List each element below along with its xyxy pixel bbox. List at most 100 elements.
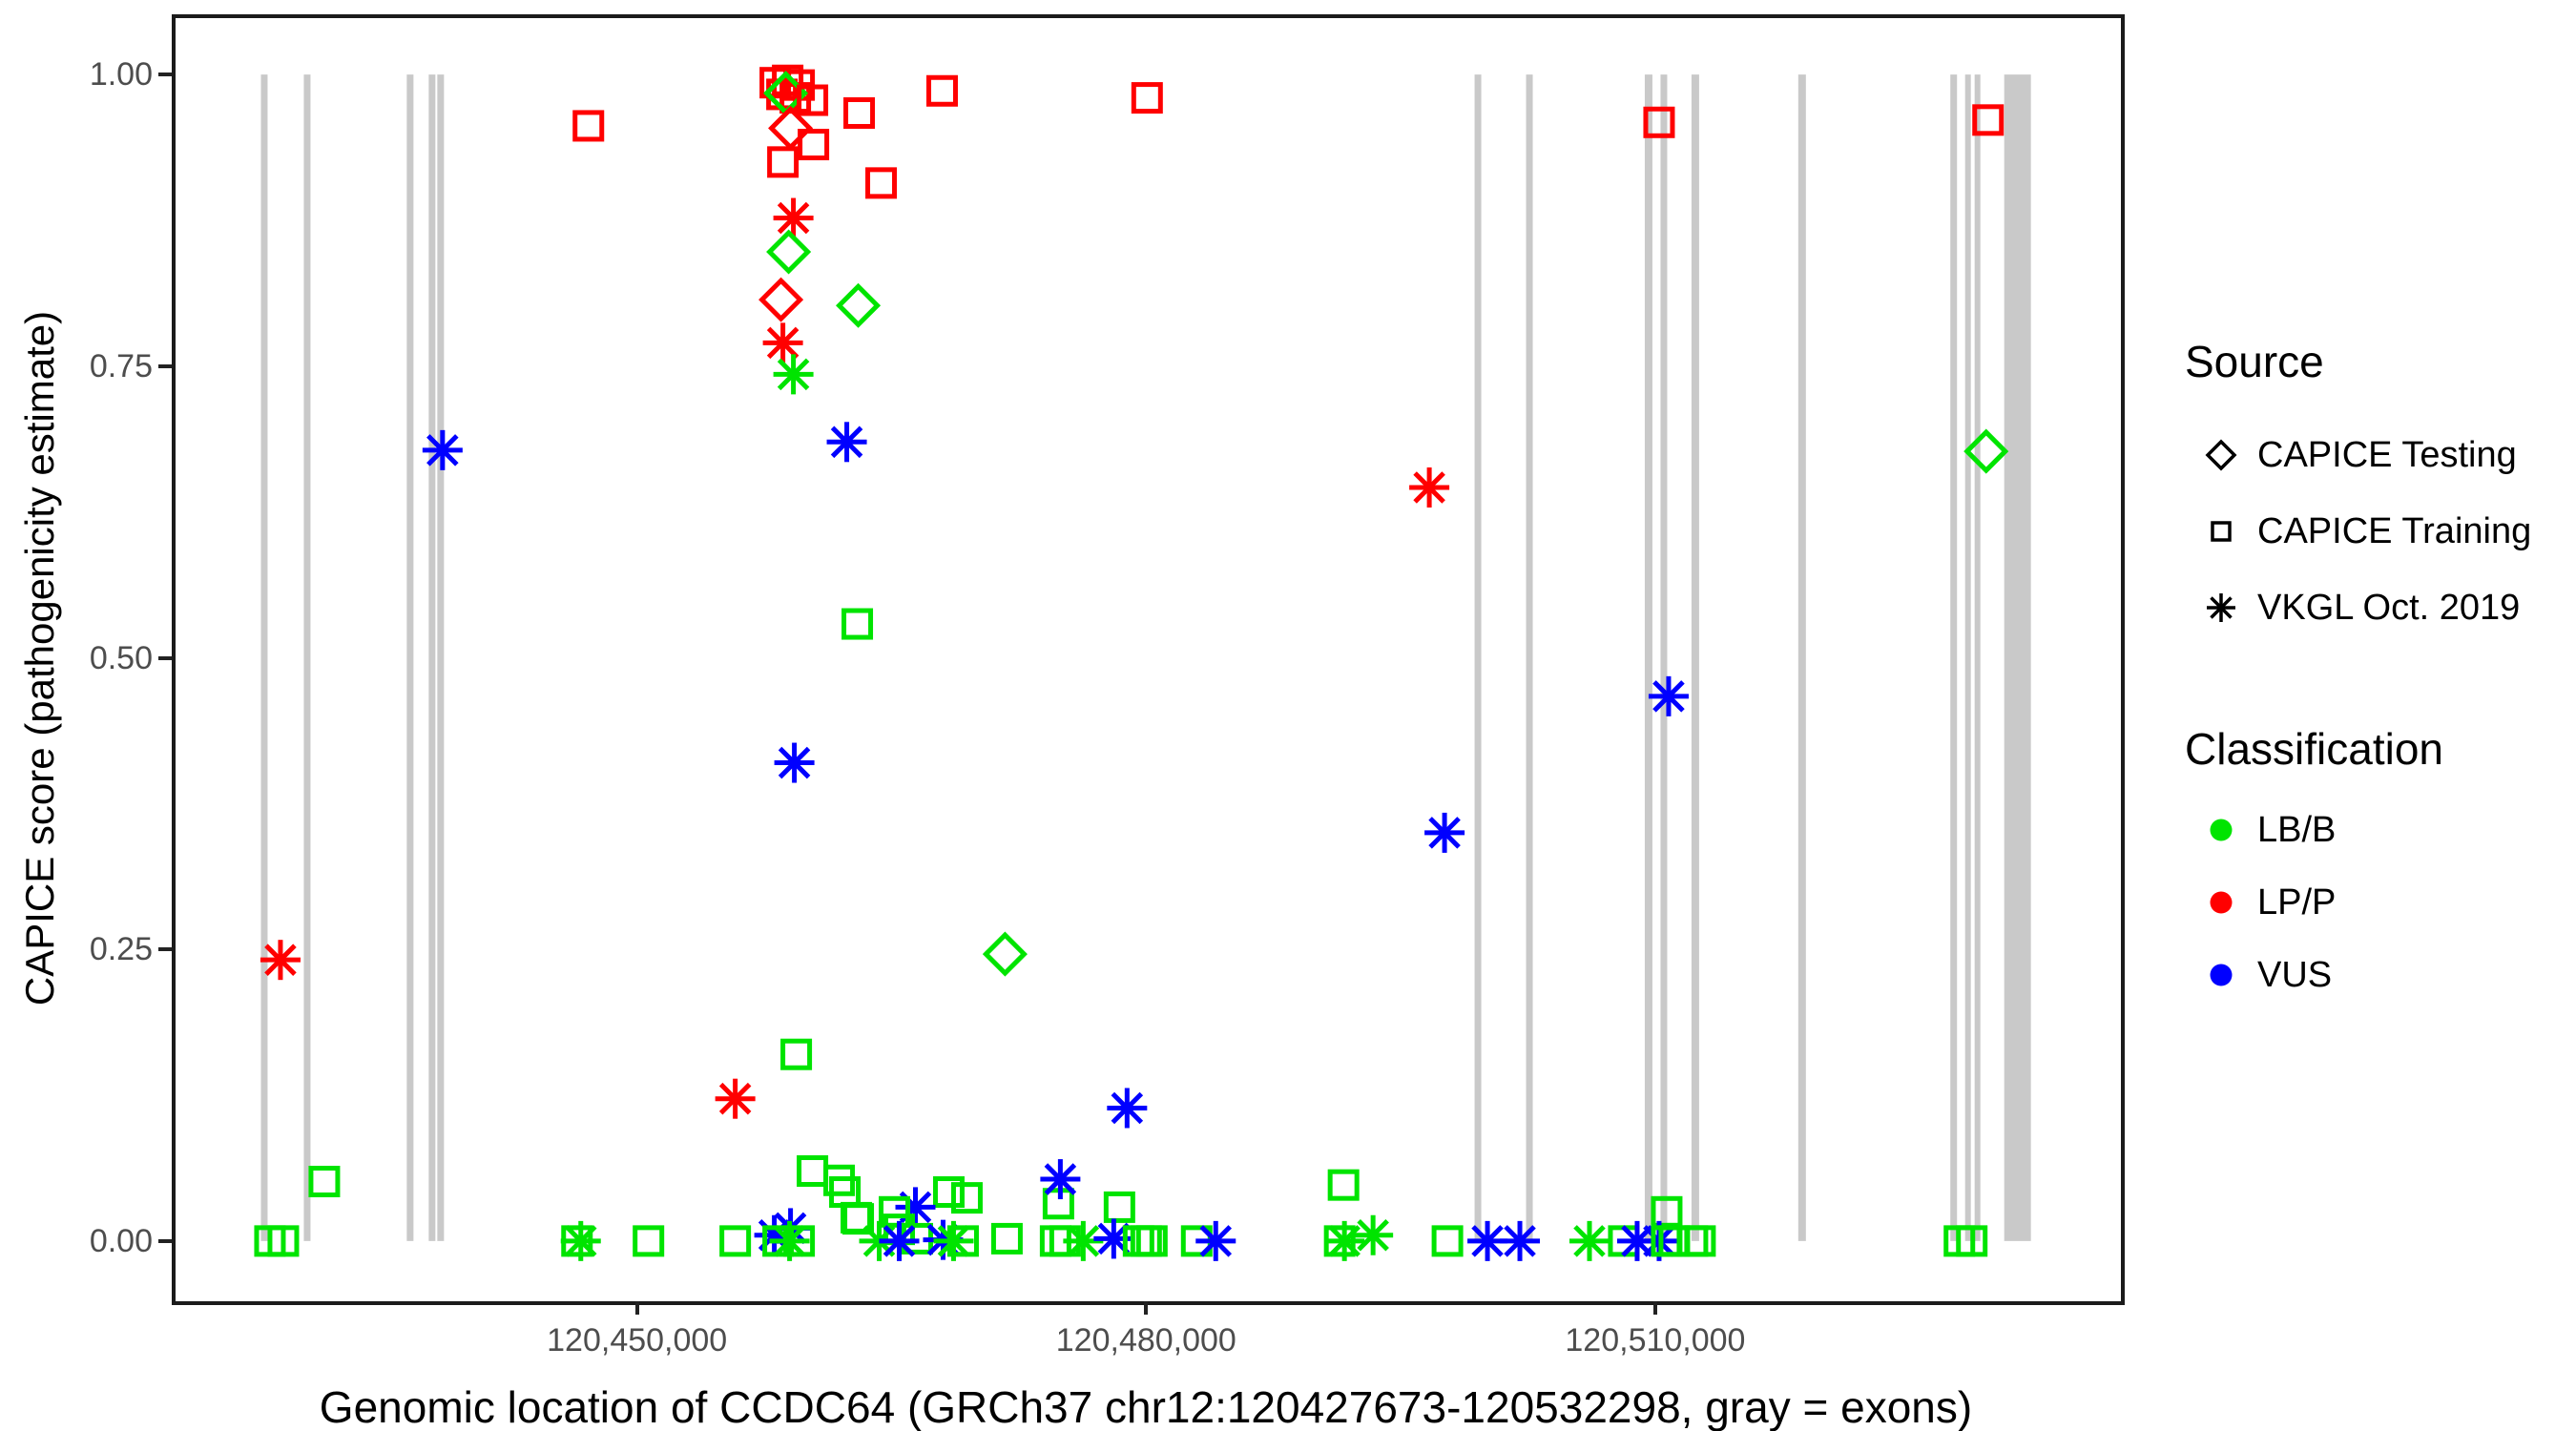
data-point [1324, 1220, 1365, 1261]
legend-item-label: CAPICE Training [2257, 510, 2532, 551]
data-point [879, 1220, 920, 1261]
legend-item-vkgl: VKGL Oct. 2019 [2202, 584, 2520, 632]
exon-bar [1526, 74, 1533, 1241]
diamond-icon [2205, 439, 2237, 471]
data-point [1135, 1225, 1168, 1257]
legend-item-label: LP/P [2257, 881, 2337, 923]
exon-bar [2004, 74, 2031, 1241]
y-tick-mark [158, 1238, 172, 1243]
data-point [1956, 1225, 1988, 1257]
legend-item-capice-training: CAPICE Training [2202, 508, 2531, 555]
data-point [841, 608, 874, 640]
data-point [1195, 1220, 1236, 1261]
data-point [715, 1078, 756, 1119]
data-point [633, 1225, 665, 1257]
x-tick-mark [1652, 1301, 1657, 1315]
x-tick-label: 120,510,000 [1565, 1322, 1746, 1358]
data-point [762, 322, 803, 363]
data-point [1107, 1088, 1148, 1129]
exon-bar [1974, 74, 1981, 1241]
data-point [842, 1203, 875, 1235]
x-tick-label: 120,450,000 [547, 1322, 728, 1358]
y-tick-label: 1.00 [89, 56, 153, 93]
data-point [773, 354, 814, 395]
data-point [843, 96, 876, 129]
legend-item-label: VUS [2257, 954, 2333, 995]
exon-bar [303, 74, 311, 1241]
data-point [1040, 1159, 1081, 1200]
blue-dot-icon [2210, 964, 2233, 986]
scatter-plot [254, 64, 2031, 1261]
data-point [865, 167, 898, 199]
data-point [1353, 1214, 1394, 1255]
data-point [758, 277, 804, 322]
y-tick-mark [158, 655, 172, 660]
data-point [783, 1225, 816, 1257]
legend-item-label: CAPICE Testing [2257, 434, 2517, 475]
y-tick-label: 0.50 [89, 639, 153, 676]
data-point [1651, 1195, 1683, 1228]
exon-bar [1950, 74, 1958, 1241]
data-point [1568, 1220, 1610, 1261]
data-point [780, 1038, 813, 1070]
data-point [925, 74, 958, 107]
data-point [572, 110, 605, 142]
exon-bar [1691, 74, 1699, 1241]
data-point [1131, 82, 1163, 114]
plot-panel [174, 16, 2119, 1299]
data-point [946, 1225, 979, 1257]
data-point [767, 146, 800, 178]
data-point [773, 197, 814, 238]
data-point [1972, 104, 2005, 136]
data-point [1103, 1191, 1135, 1223]
legend-item-label: VKGL Oct. 2019 [2257, 587, 2521, 628]
data-point [1409, 467, 1450, 508]
data-point [719, 1225, 752, 1257]
data-point [1424, 812, 1465, 853]
exon-bar [437, 74, 445, 1241]
data-point [798, 129, 830, 160]
data-point [422, 429, 463, 470]
square-icon [2211, 521, 2232, 542]
data-point [797, 1155, 829, 1187]
data-point [1431, 1225, 1464, 1257]
exon-bar [1797, 74, 1806, 1241]
data-point [1648, 675, 1689, 716]
data-point [1684, 1225, 1716, 1257]
data-point [1467, 1220, 1508, 1261]
data-point [774, 742, 815, 783]
data-point [560, 1220, 601, 1261]
exon-bar [1964, 74, 1971, 1241]
data-point [267, 1225, 300, 1257]
y-tick-mark [158, 73, 172, 77]
y-tick-label: 0.25 [89, 931, 153, 968]
legend-item-lpp: LP/P [2202, 879, 2336, 926]
data-point [766, 229, 812, 275]
legend-item-vus: VUS [2202, 951, 2332, 999]
y-tick-label: 0.00 [89, 1222, 153, 1259]
green-dot-icon [2210, 819, 2233, 841]
x-axis-title: Genomic location of CCDC64 (GRCh37 chr12… [319, 1382, 1973, 1431]
legend-classification-title: Classification [2185, 724, 2443, 774]
x-tick-mark [634, 1301, 639, 1315]
data-point [879, 1195, 911, 1228]
data-point [763, 71, 809, 116]
legend-item-capice-testing: CAPICE Testing [2202, 431, 2517, 479]
y-tick-label: 0.75 [89, 347, 153, 384]
asterisk-icon [2207, 593, 2235, 622]
data-point [982, 931, 1028, 977]
data-point [950, 1182, 983, 1214]
data-point [1327, 1169, 1360, 1201]
data-point [836, 282, 882, 328]
data-point [308, 1166, 341, 1198]
data-point [826, 422, 867, 463]
data-point [1963, 428, 2009, 474]
legend-source-title: Source [2185, 337, 2324, 386]
exon-bar [1644, 74, 1652, 1241]
data-point [932, 1176, 965, 1209]
exon-bar [1660, 74, 1668, 1241]
data-point [260, 940, 301, 981]
data-point [990, 1222, 1023, 1255]
data-point [1500, 1220, 1541, 1261]
